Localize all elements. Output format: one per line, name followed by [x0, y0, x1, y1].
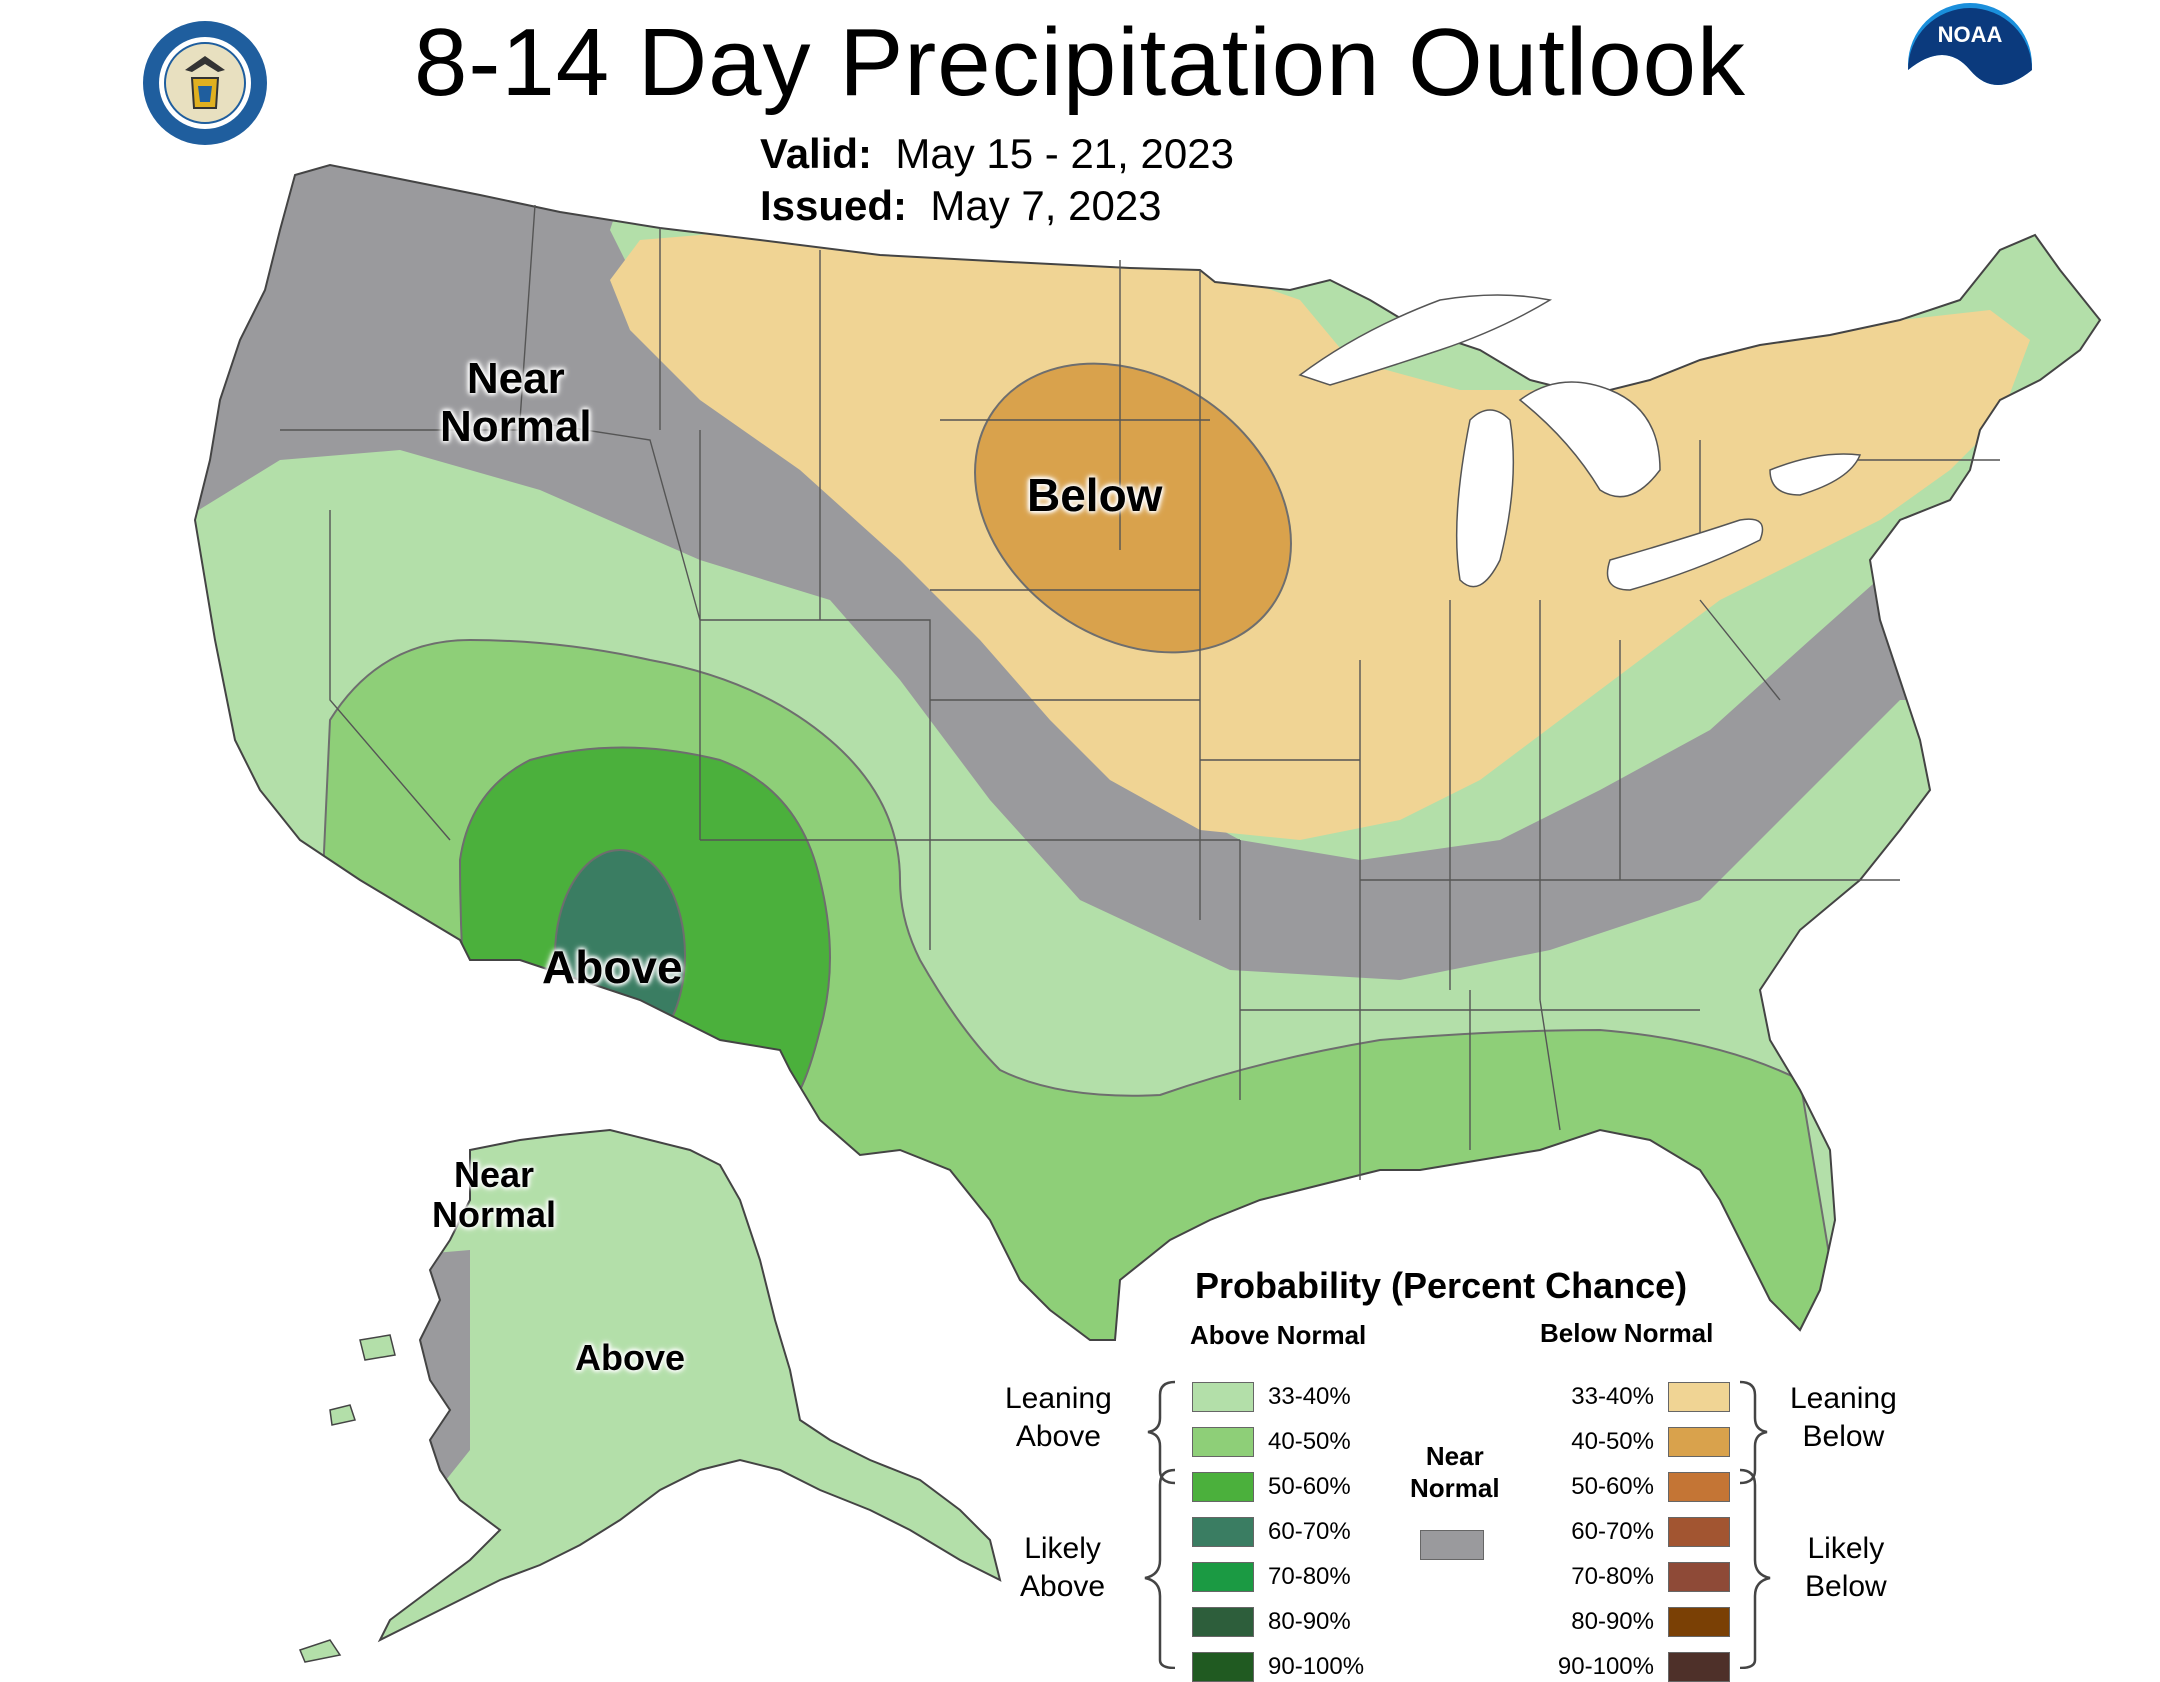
legend-above-header: Above Normal [1190, 1320, 1367, 1350]
legend-above-swatch [1192, 1607, 1254, 1637]
legend-likely-above-line1: Likely [1024, 1532, 1101, 1565]
legend-above-row: 70-80% [1192, 1562, 1365, 1592]
legend-above-row: 40-50% [1192, 1427, 1365, 1457]
legend-above-row: 33-40% [1192, 1382, 1365, 1412]
legend-above-swatch [1192, 1427, 1254, 1457]
legend-below-range: 80-90% [1571, 1608, 1654, 1635]
legend-above-swatch [1192, 1472, 1254, 1502]
label-below: Below [1027, 469, 1163, 521]
label-near-normal-alaska-line1: Near [453, 1154, 535, 1195]
legend-likely-above: Likely Above [1020, 1530, 1105, 1606]
valid-value: May 15 - 21, 2023 [895, 130, 1234, 177]
legend-likely-above-line2: Above [1020, 1570, 1106, 1603]
legend-below-range: 60-70% [1571, 1518, 1654, 1545]
valid-line: Valid: May 15 - 21, 2023 [760, 128, 1234, 180]
alaska-islands [298, 1334, 396, 1663]
legend-leaning-below-line2: Below [1802, 1420, 1885, 1453]
legend-likely-below-line1: Likely [1807, 1532, 1885, 1565]
legend-near-normal-swatch [1420, 1530, 1484, 1560]
legend-below-range: 33-40% [1571, 1383, 1654, 1410]
label-near-normal-conus-line2: Normal [440, 402, 592, 452]
legend-above-range: 60-70% [1268, 1518, 1351, 1545]
legend-below-swatch [1668, 1607, 1730, 1637]
issued-line: Issued: May 7, 2023 [760, 180, 1234, 232]
legend-leaning-above-line1: Leaning [1005, 1382, 1112, 1415]
legend-above-swatch [1192, 1382, 1254, 1412]
issued-key: Issued: [760, 182, 908, 229]
legend-near-normal-line1: Near [1425, 1441, 1484, 1471]
legend-near-normal-line2: Normal [1410, 1473, 1500, 1503]
label-above-alaska: Above [575, 1337, 686, 1378]
legend-below-row: 50-60% [1540, 1472, 1730, 1502]
legend-above-range: 33-40% [1268, 1383, 1351, 1410]
valid-key: Valid: [760, 130, 873, 177]
legend-below-row: 70-80% [1540, 1562, 1730, 1592]
page-title: 8-14 Day Precipitation Outlook [414, 9, 1746, 116]
legend-likely-below: Likely Below [1805, 1530, 1887, 1606]
legend-below-swatch [1668, 1562, 1730, 1592]
legend-below-row: 60-70% [1540, 1517, 1730, 1547]
legend-below-swatch [1668, 1472, 1730, 1502]
legend-above-range: 50-60% [1268, 1473, 1351, 1500]
legend-leaning-below: Leaning Below [1790, 1380, 1897, 1456]
legend-above-range: 80-90% [1268, 1608, 1351, 1635]
great-lakes [1298, 294, 1862, 591]
legend-below-swatch [1668, 1517, 1730, 1547]
legend-below-row: 80-90% [1540, 1607, 1730, 1637]
legend-above-row: 80-90% [1192, 1607, 1365, 1637]
legend-above-swatch [1192, 1562, 1254, 1592]
label-near-normal-alaska-line2: Normal [432, 1193, 557, 1235]
legend-below-range: 40-50% [1571, 1428, 1654, 1455]
noaa-logo-text: NOAA [1938, 22, 2003, 47]
legend-below-swatch [1668, 1382, 1730, 1412]
legend-below-range: 50-60% [1571, 1473, 1654, 1500]
issued-value: May 7, 2023 [930, 182, 1162, 229]
valid-issued-block: Valid: May 15 - 21, 2023 Issued: May 7, … [760, 128, 1234, 232]
legend-below-row: 40-50% [1540, 1427, 1730, 1457]
commerce-seal-logo [143, 21, 267, 145]
legend-below-range: 70-80% [1571, 1563, 1654, 1590]
legend-below-swatch [1668, 1427, 1730, 1457]
legend-above-row: 60-70% [1192, 1517, 1365, 1547]
legend-near-normal-label: Near Normal [1410, 1440, 1500, 1504]
label-above: Above [542, 941, 683, 993]
legend-leaning-below-line1: Leaning [1790, 1382, 1897, 1415]
legend-below-header: Below Normal [1540, 1318, 1714, 1348]
legend-above-range: 70-80% [1268, 1563, 1351, 1590]
legend-below-row: 33-40% [1540, 1382, 1730, 1412]
legend-leaning-above-line2: Above [1015, 1420, 1101, 1453]
legend-leaning-above: Leaning Above [1005, 1380, 1112, 1456]
legend-title: Probability (Percent Chance) [1195, 1265, 1688, 1306]
legend-above-row: 50-60% [1192, 1472, 1365, 1502]
legend-above-swatch [1192, 1517, 1254, 1547]
legend-likely-below-line2: Below [1805, 1570, 1887, 1603]
label-near-normal-alaska: Near Normal [432, 1155, 556, 1234]
label-near-normal-conus: Near Normal [440, 354, 592, 452]
label-near-normal-conus-line1: Near [466, 354, 565, 403]
legend-above-range: 40-50% [1268, 1428, 1351, 1455]
state-boundaries [280, 204, 2000, 1180]
noaa-logo: NOAA [1908, 3, 2032, 130]
